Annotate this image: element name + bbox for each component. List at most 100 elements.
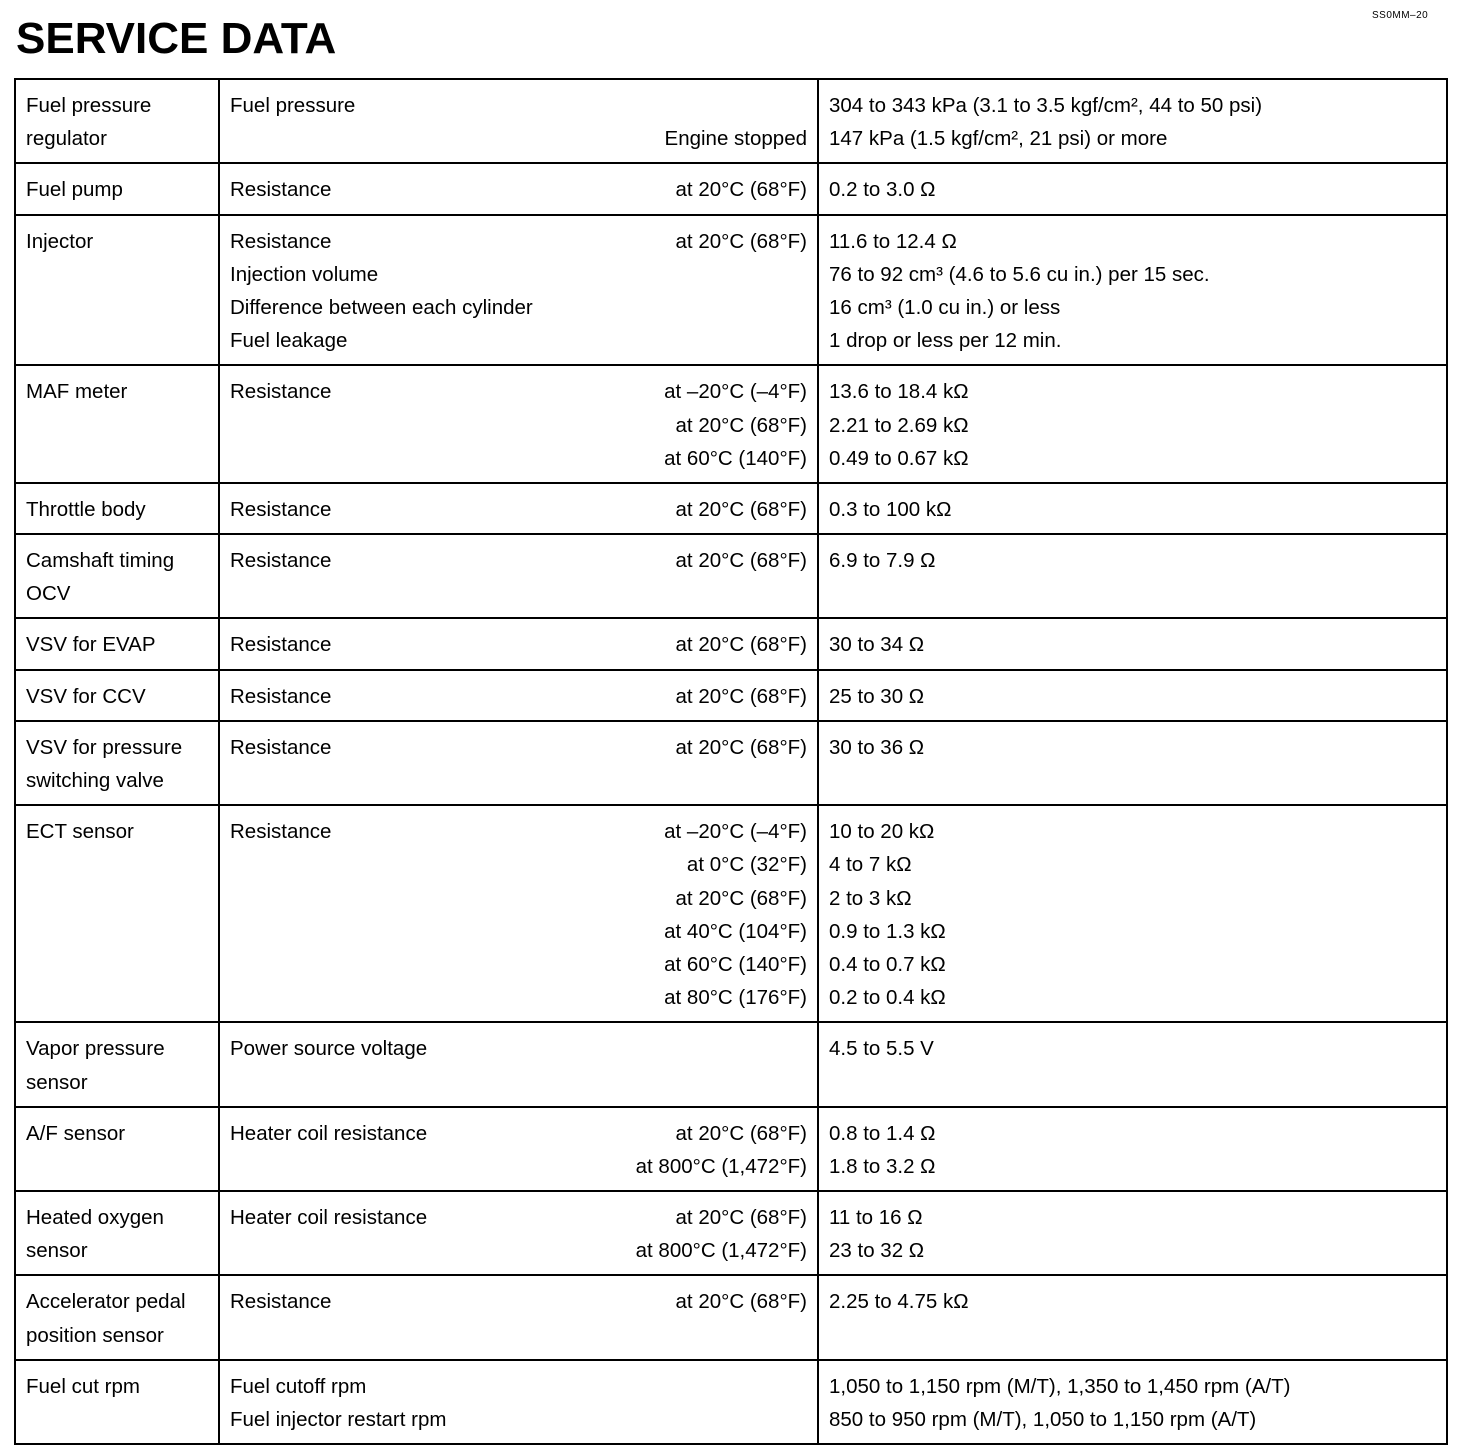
item-label: Injection volume [230, 262, 379, 286]
item-label: Resistance [230, 497, 332, 521]
table-row: Heated oxygen sensor Heater coil resistanc… [14, 1190, 1448, 1277]
item-line: at 60°C (140°F) [230, 948, 807, 981]
spec-value: 0.3 to 100 kΩ [829, 497, 952, 521]
item-cell: Fuel pressure Engine stopped [218, 77, 819, 165]
item-label: Difference between each cylinder [230, 295, 533, 319]
item-label: Heater coil resistance [230, 1121, 428, 1145]
component-cell: Fuel pump [14, 162, 220, 216]
item-condition: at –20°C (–4°F) [664, 380, 807, 404]
spec-value: 76 to 92 cm³ (4.6 to 5.6 cu in.) per 15 … [829, 262, 1210, 286]
value-cell: 2.25 to 4.75 kΩ [817, 1274, 1448, 1361]
component-cell: Injector [14, 213, 220, 367]
item-cell: Resistance at 20°C (68°F) [218, 533, 819, 620]
item-line: at 20°C (68°F) [230, 882, 807, 915]
table-row: Fuel pressure regulator Fuel pressure Engin… [14, 77, 1448, 165]
table-row: VSV for pressure switching valve Resistanc… [14, 719, 1448, 807]
value-cell: 6.9 to 7.9 Ω [817, 533, 1448, 620]
component-cell: VSV for pressure switching valve [14, 719, 220, 807]
item-cell: Resistance at –20°C (–4°F) at 20°C (68°F) a… [218, 364, 819, 484]
table-row: VSV for EVAP Resistance at 20°C (68°F) 30 t… [14, 617, 1448, 671]
item-line: Resistance at 20°C (68°F) [230, 225, 807, 258]
value-cell: 30 to 34 Ω [817, 617, 1448, 671]
spec-value: 850 to 950 rpm (M/T), 1,050 to 1,150 rpm… [829, 1408, 1257, 1431]
item-label: Power source voltage [230, 1037, 428, 1061]
item-condition: at 60°C (140°F) [664, 952, 807, 976]
item-label: Fuel pressure [230, 94, 356, 117]
spec-value: 4 to 7 kΩ [829, 853, 912, 877]
component-name-line: ECT sensor [26, 820, 134, 844]
item-condition: at 60°C (140°F) [664, 446, 807, 470]
item-label: Heater coil resistance [230, 1206, 428, 1230]
table-row: Vapor pressure sensor Power source voltage… [14, 1021, 1448, 1108]
item-condition: at 40°C (104°F) [664, 919, 807, 943]
component-name-line: regulator [26, 127, 107, 151]
table-row: Accelerator pedal position sensor Resistan… [14, 1274, 1448, 1361]
item-condition: at 20°C (68°F) [675, 229, 807, 253]
spec-value: 2.25 to 4.75 kΩ [829, 1290, 969, 1314]
spec-value: 30 to 34 Ω [829, 633, 925, 657]
item-label: Resistance [230, 735, 332, 759]
item-cell: Resistance at –20°C (–4°F) at 0°C (32°F) at… [218, 804, 819, 1024]
item-line: at 40°C (104°F) [230, 915, 807, 948]
component-name-line: VSV for pressure [26, 735, 183, 759]
spec-value: 0.9 to 1.3 kΩ [829, 919, 946, 943]
component-name-line: Throttle body [26, 497, 146, 521]
spec-value: 0.2 to 0.4 kΩ [829, 986, 946, 1010]
spec-value: 304 to 343 kPa (3.1 to 3.5 kgf/cm², 44 t… [829, 94, 1263, 117]
item-label: Fuel leakage [230, 329, 348, 353]
spec-value: 0.8 to 1.4 Ω [829, 1121, 936, 1145]
table-row: Fuel cut rpm Fuel cutoff rpm Fuel injector… [14, 1358, 1448, 1445]
item-line: Fuel injector restart rpm [230, 1403, 807, 1436]
item-condition: at 20°C (68°F) [675, 178, 807, 202]
table-row: Camshaft timing OCV Resistance at 20°C (68°… [14, 533, 1448, 620]
component-cell: Fuel pressure regulator [14, 77, 220, 165]
item-label: Resistance [230, 820, 332, 844]
item-cell: Resistance at 20°C (68°F) [218, 162, 819, 216]
spec-value: 0.4 to 0.7 kΩ [829, 952, 946, 976]
value-cell: 11 to 16 Ω 23 to 32 Ω [817, 1190, 1448, 1277]
component-name-line: Heated oxygen [26, 1206, 164, 1230]
value-cell: 10 to 20 kΩ 4 to 7 kΩ 2 to 3 kΩ 0.9 to 1.3 … [817, 804, 1448, 1024]
value-cell: 13.6 to 18.4 kΩ 2.21 to 2.69 kΩ 0.49 to 0.… [817, 364, 1448, 484]
spec-value: 6.9 to 7.9 Ω [829, 549, 936, 573]
table-row: VSV for CCV Resistance at 20°C (68°F) 25 to… [14, 668, 1448, 722]
spec-value: 25 to 30 Ω [829, 684, 925, 708]
item-line: Difference between each cylinder [230, 291, 807, 324]
item-cell: Resistance at 20°C (68°F) [218, 719, 819, 807]
item-line: Fuel leakage [230, 324, 807, 357]
item-cell: Heater coil resistance at 20°C (68°F) at 8… [218, 1105, 819, 1193]
table-row: A/F sensor Heater coil resistance at 20°C … [14, 1105, 1448, 1193]
item-line: at 80°C (176°F) [230, 981, 807, 1014]
component-cell: ECT sensor [14, 804, 220, 1024]
component-name-line: Vapor pressure [26, 1037, 165, 1061]
component-cell: A/F sensor [14, 1105, 220, 1193]
value-cell: 0.2 to 3.0 Ω [817, 162, 1448, 216]
item-condition: at 80°C (176°F) [664, 986, 807, 1010]
component-name-line: OCV [26, 582, 71, 606]
item-line: Power source voltage [230, 1032, 807, 1065]
item-line: Resistance at 20°C (68°F) [230, 628, 807, 661]
value-cell: 1,050 to 1,150 rpm (M/T), 1,350 to 1,450… [817, 1358, 1448, 1445]
table-row: ECT sensor Resistance at –20°C (–4°F) at 0°… [14, 804, 1448, 1024]
table-row: MAF meter Resistance at –20°C (–4°F) at 20°… [14, 364, 1448, 484]
item-condition: at 20°C (68°F) [675, 1121, 807, 1145]
component-cell: Camshaft timing OCV [14, 533, 220, 620]
page-title: SERVICE DATA [16, 14, 337, 63]
item-condition: at –20°C (–4°F) [664, 820, 807, 844]
item-line: at 0°C (32°F) [230, 848, 807, 881]
item-label: Resistance [230, 1290, 332, 1314]
component-name-line: VSV for EVAP [26, 633, 156, 657]
component-cell: VSV for EVAP [14, 617, 220, 671]
component-name-line: VSV for CCV [26, 684, 146, 708]
item-line: Heater coil resistance at 20°C (68°F) [230, 1117, 807, 1150]
item-condition: at 20°C (68°F) [675, 735, 807, 759]
component-name-line: Fuel pressure [26, 94, 152, 117]
item-line: Resistance at 20°C (68°F) [230, 173, 807, 206]
item-condition: at 20°C (68°F) [675, 413, 807, 437]
component-cell: Heated oxygen sensor [14, 1190, 220, 1277]
item-line: at 60°C (140°F) [230, 442, 807, 475]
spec-value: 10 to 20 kΩ [829, 820, 935, 844]
item-cell: Resistance at 20°C (68°F) [218, 481, 819, 536]
item-line: Fuel pressure [230, 89, 807, 122]
item-cell: Fuel cutoff rpm Fuel injector restart rpm [218, 1358, 819, 1445]
